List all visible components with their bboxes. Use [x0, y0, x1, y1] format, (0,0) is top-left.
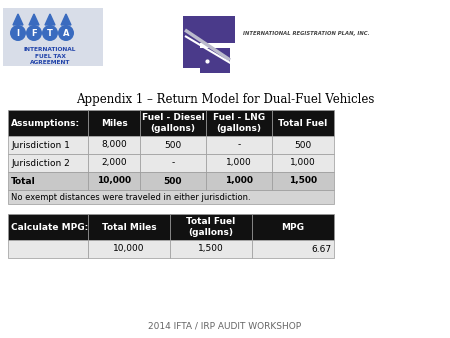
Text: Total: Total [11, 176, 36, 186]
Text: INTERNATIONAL REGISTRATION PLAN, INC.: INTERNATIONAL REGISTRATION PLAN, INC. [243, 30, 369, 35]
Text: 2014 IFTA / IRP AUDIT WORKSHOP: 2014 IFTA / IRP AUDIT WORKSHOP [148, 321, 302, 331]
Bar [88, 136, 140, 154]
Polygon shape [61, 14, 71, 25]
Bar [88, 172, 140, 190]
Text: Fuel - Diesel
(gallons): Fuel - Diesel (gallons) [142, 114, 204, 132]
Bar [272, 110, 334, 136]
Bar [8, 136, 88, 154]
Bar [140, 110, 206, 136]
Bar [183, 16, 235, 68]
Bar [8, 214, 88, 240]
Text: Assumptions:: Assumptions: [11, 119, 80, 127]
Text: 500: 500 [164, 141, 182, 149]
Text: 1,000: 1,000 [225, 176, 253, 186]
Bar [200, 43, 240, 73]
Text: MPG: MPG [282, 222, 305, 232]
Text: Calculate MPG:: Calculate MPG: [11, 222, 88, 232]
Bar [200, 48, 230, 73]
Circle shape [26, 25, 42, 41]
Text: Total Fuel: Total Fuel [279, 119, 328, 127]
Bar [206, 154, 272, 172]
Text: Appendix 1 – Return Model for Dual-Fuel Vehicles: Appendix 1 – Return Model for Dual-Fuel … [76, 94, 374, 106]
Text: Jurisdiction 2: Jurisdiction 2 [11, 159, 70, 168]
Circle shape [42, 25, 58, 41]
Circle shape [10, 25, 26, 41]
Bar [272, 136, 334, 154]
Text: 1,500: 1,500 [198, 244, 224, 254]
Text: F: F [31, 28, 37, 38]
Text: 10,000: 10,000 [113, 244, 145, 254]
Text: 1,000: 1,000 [290, 159, 316, 168]
Bar [206, 136, 272, 154]
Bar [140, 172, 206, 190]
Text: 1,500: 1,500 [289, 176, 317, 186]
Text: T: T [47, 28, 53, 38]
Text: 6.67: 6.67 [311, 244, 331, 254]
Polygon shape [13, 14, 23, 25]
Bar [140, 154, 206, 172]
Bar [170, 214, 252, 240]
Text: I: I [17, 28, 19, 38]
Bar [206, 110, 272, 136]
Bar [8, 154, 88, 172]
Text: -: - [238, 141, 241, 149]
Text: Miles: Miles [101, 119, 127, 127]
Bar [8, 240, 88, 258]
Circle shape [58, 25, 74, 41]
Bar [272, 154, 334, 172]
Text: 2,000: 2,000 [101, 159, 127, 168]
Bar [3, 8, 103, 66]
Bar [272, 172, 334, 190]
Text: Total Fuel
(gallons): Total Fuel (gallons) [186, 217, 236, 237]
Bar [8, 172, 88, 190]
Bar [8, 110, 88, 136]
Text: 8,000: 8,000 [101, 141, 127, 149]
Text: 500: 500 [164, 176, 182, 186]
Text: 1,000: 1,000 [226, 159, 252, 168]
Text: A: A [63, 28, 69, 38]
Bar [252, 240, 334, 258]
Bar [88, 110, 140, 136]
Bar [88, 214, 170, 240]
Bar [88, 154, 140, 172]
Bar [206, 172, 272, 190]
Polygon shape [45, 14, 55, 25]
Polygon shape [29, 14, 39, 25]
Bar [252, 214, 334, 240]
Text: -: - [171, 159, 175, 168]
Text: Fuel - LNG
(gallons): Fuel - LNG (gallons) [213, 114, 265, 132]
Text: INTERNATIONAL
FUEL TAX
AGREEMENT: INTERNATIONAL FUEL TAX AGREEMENT [24, 47, 76, 65]
Bar [88, 240, 170, 258]
Text: 500: 500 [294, 141, 311, 149]
Text: 10,000: 10,000 [97, 176, 131, 186]
Text: Jurisdiction 1: Jurisdiction 1 [11, 141, 70, 149]
Bar [140, 136, 206, 154]
Bar [8, 190, 334, 204]
Text: Total Miles: Total Miles [102, 222, 156, 232]
Text: No exempt distances were traveled in either jurisdiction.: No exempt distances were traveled in eit… [11, 193, 251, 201]
Bar [170, 240, 252, 258]
